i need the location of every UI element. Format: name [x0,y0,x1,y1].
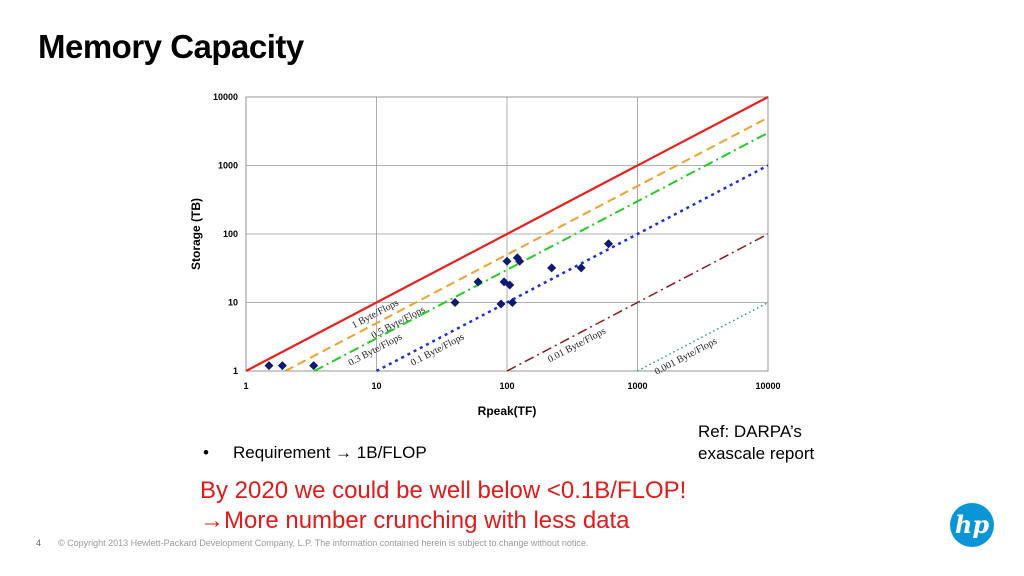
x-tick-label: 1000 [627,381,647,391]
x-tick-label: 10 [371,381,381,391]
highlight-line-1: By 2020 we could be well below <0.1B/FLO… [200,477,687,504]
data-point [576,263,586,273]
page-number: 4 [36,538,42,548]
x-tick-label: 10000 [755,381,780,391]
reference-line [313,131,769,372]
data-point [277,361,287,371]
x-axis-label: Rpeak(TF) [478,404,537,418]
footer: 4 © Copyright 2013 Hewlett-Packard Develo… [36,538,588,548]
data-point [515,256,525,266]
y-tick-label: 100 [223,229,238,239]
data-point [547,263,557,273]
data-point [502,256,512,266]
memory-capacity-chart: 1 10 100 1000 10000 1 10 100 1000 10000 Rpeak(TF) S… [180,85,790,425]
data-point [450,298,460,307]
bullet-requirement: • Requirement → 1B/FLOP [203,443,427,463]
hp-logo-icon: hp [950,503,994,547]
bullet-marker: • [203,443,209,462]
y-tick-label: 1 [233,366,238,376]
data-point [496,299,506,309]
data-point [604,239,614,249]
data-point [499,277,509,287]
reference-line [637,301,769,372]
reference-line [284,116,769,372]
data-point [505,280,515,290]
x-tick-label: 100 [499,381,514,391]
x-tick-label: 1 [243,381,248,391]
reference-line [245,96,769,372]
highlight-line-2: →More number crunching with less data [200,507,630,534]
data-point [264,361,274,371]
y-axis-label: Storage (TB) [189,198,203,270]
reference-note: Ref: DARPA’s exascale report [698,421,848,465]
reference-line-2: exascale report [698,444,815,463]
reference-line-label: 0.1 Byte/Flops [409,331,466,368]
y-tick-label: 10000 [213,92,238,102]
page-title: Memory Capacity [38,28,304,65]
copyright-text: © Copyright 2013 Hewlett-Packard Develop… [58,538,589,548]
data-point [309,361,319,371]
reference-line [506,233,769,372]
y-tick-label: 1000 [218,161,238,171]
reference-line-1: Ref: DARPA’s [698,422,802,441]
data-point [507,298,517,307]
highlight-note: By 2020 we could be well below <0.1B/FLO… [200,476,686,536]
bullet-text: Requirement → 1B/FLOP [233,443,427,462]
y-tick-label: 10 [228,298,238,308]
chart-svg: 1 10 100 1000 10000 1 10 100 1000 10000 Rpeak(TF) S… [189,92,781,418]
data-point [473,277,483,287]
